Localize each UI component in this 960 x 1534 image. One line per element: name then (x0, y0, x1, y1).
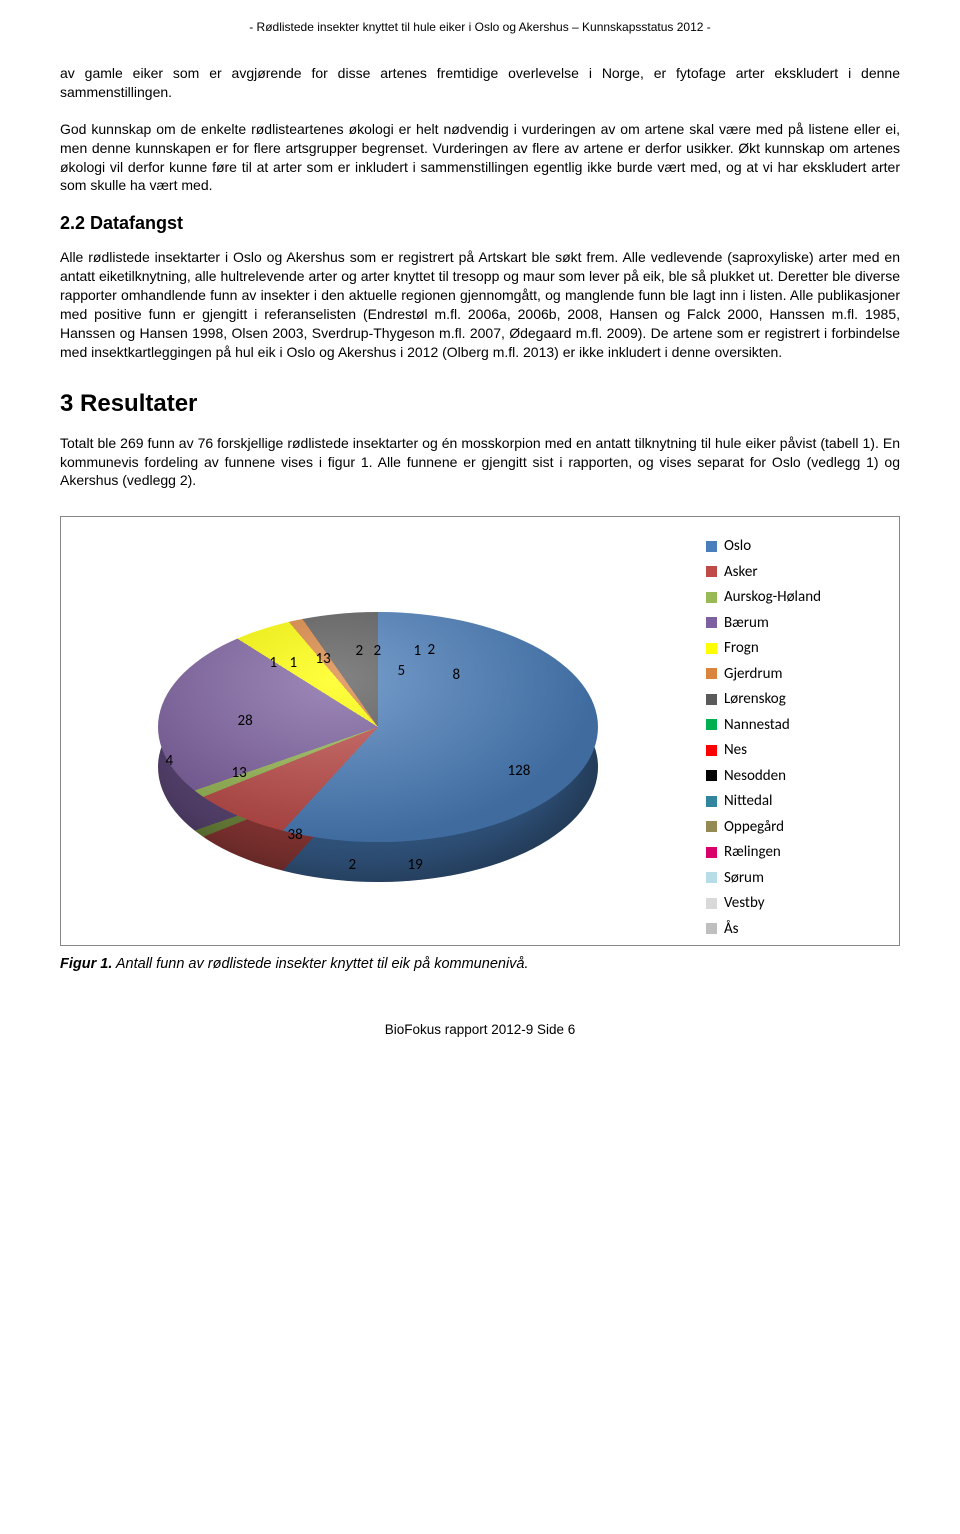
legend-swatch (706, 694, 717, 705)
legend-swatch (706, 923, 717, 934)
legend-swatch (706, 566, 717, 577)
pie-slice-label: 19 (408, 856, 423, 874)
legend-swatch (706, 617, 717, 628)
pie-slice-label: 2 (356, 642, 364, 660)
legend-label: Ås (724, 920, 739, 938)
pie-slice-label: 28 (238, 712, 253, 730)
legend-item: Asker (706, 563, 881, 581)
pie-slice-label: 13 (316, 650, 331, 668)
legend-swatch (706, 847, 717, 858)
legend-swatch (706, 668, 717, 679)
legend-swatch (706, 592, 717, 603)
legend-swatch (706, 821, 717, 832)
page-header: - Rødlistede insekter knyttet til hule e… (60, 20, 900, 34)
legend-label: Gjerdrum (724, 665, 783, 683)
legend-swatch (706, 541, 717, 552)
legend-label: Lørenskog (724, 690, 786, 708)
legend-item: Rælingen (706, 843, 881, 861)
legend-label: Nes (724, 741, 747, 759)
legend-item: Vestby (706, 894, 881, 912)
pie-slice-label: 13 (232, 764, 247, 782)
legend-item: Nannestad (706, 716, 881, 734)
legend-swatch (706, 643, 717, 654)
legend-swatch (706, 745, 717, 756)
caption-text: Antall funn av rødlistede insekter knytt… (112, 956, 528, 972)
heading-2-2: 2.2 Datafangst (60, 213, 900, 234)
legend-item: Sørum (706, 869, 881, 887)
pie-slice-label: 2 (428, 641, 436, 659)
legend-swatch (706, 770, 717, 781)
legend-label: Sørum (724, 869, 764, 887)
legend-swatch (706, 898, 717, 909)
pie-slice-label: 2 (349, 856, 357, 874)
paragraph-3: Alle rødlistede insektarter i Oslo og Ak… (60, 248, 900, 361)
legend-label: Nannestad (724, 716, 790, 734)
legend-label: Frogn (724, 639, 759, 657)
chart-legend: Oslo Asker Aurskog-Høland Bærum Frogn Gjerdru… (706, 537, 881, 945)
heading-3: 3 Resultater (60, 390, 900, 418)
pie-slice-label: 4 (166, 752, 174, 770)
legend-label: Bærum (724, 614, 769, 632)
caption-label: Figur 1. (60, 956, 112, 972)
legend-item: Oppegård (706, 818, 881, 836)
pie-slice-label: 128 (508, 762, 531, 780)
legend-item: Aurskog-Høland (706, 588, 881, 606)
pie-slice-label: 2 (374, 642, 382, 660)
legend-item: Ås (706, 920, 881, 938)
legend-swatch (706, 796, 717, 807)
pie-chart-container: 12819238134281113225128 OsloAskerAurskog… (60, 516, 900, 946)
pie-slice-label: 5 (398, 662, 406, 680)
legend-item: Gjerdrum (706, 665, 881, 683)
legend-label: Nittedal (724, 792, 772, 810)
legend-label: Vestby (724, 894, 765, 912)
legend-item: Nes (706, 741, 881, 759)
paragraph-4: Totalt ble 269 funn av 76 forskjellige r… (60, 434, 900, 491)
legend-item: Nittedal (706, 792, 881, 810)
legend-swatch (706, 719, 717, 730)
legend-swatch (706, 872, 717, 883)
legend-label: Asker (724, 563, 758, 581)
legend-item: Nesodden (706, 767, 881, 785)
legend-label: Oslo (724, 537, 751, 555)
legend-item: Oslo (706, 537, 881, 555)
pie-chart: 12819238134281113225128 (79, 537, 676, 927)
pie-slice-label: 1 (414, 642, 422, 660)
pie-slice-label: 8 (453, 666, 461, 684)
figure-caption: Figur 1. Antall funn av rødlistede insek… (60, 956, 900, 972)
legend-item: Lørenskog (706, 690, 881, 708)
pie-slice-label: 38 (288, 826, 303, 844)
legend-label: Rælingen (724, 843, 781, 861)
page-footer: BioFokus rapport 2012-9 Side 6 (60, 1022, 900, 1037)
legend-label: Nesodden (724, 767, 786, 785)
paragraph-2: God kunnskap om de enkelte rødlistearten… (60, 120, 900, 196)
legend-item: Frogn (706, 639, 881, 657)
pie-slice-label: 1 (270, 654, 278, 672)
legend-item: Bærum (706, 614, 881, 632)
legend-label: Oppegård (724, 818, 784, 836)
legend-label: Aurskog-Høland (724, 588, 821, 606)
paragraph-1: av gamle eiker som er avgjørende for dis… (60, 64, 900, 102)
pie-slice-label: 1 (290, 654, 298, 672)
